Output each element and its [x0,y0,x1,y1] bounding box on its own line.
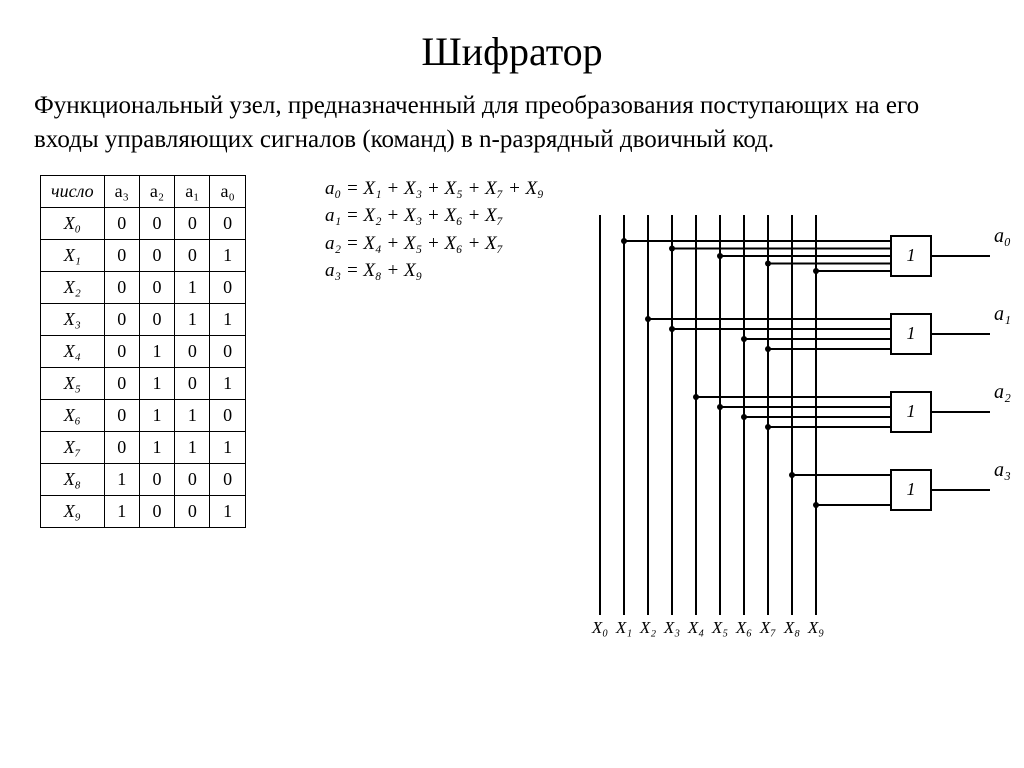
table-cell: 1 [175,271,210,303]
table-cell: 1 [210,367,245,399]
table-row-label: X₆ [41,399,105,431]
table-header-col: a₂ [139,175,174,207]
table-header-first: число [41,175,105,207]
table-row-label: X₈ [41,463,105,495]
output-label: a₂ [994,381,1011,404]
svg-text:X₉: X₉ [807,618,824,637]
table-cell: 0 [139,239,174,271]
equation-row: a₃ = X₈ + X₉ [325,257,544,285]
table-cell: 0 [104,303,139,335]
table-row-label: X₃ [41,303,105,335]
table-cell: 1 [139,399,174,431]
table-cell: 1 [104,495,139,527]
table-cell: 0 [139,207,174,239]
table-cell: 0 [210,463,245,495]
circuit-diagram: X₀ X₁ X₂ X₃ X₄ X₅ X₆ X₇ X₈ X₉ 1 a₀ 1 a₁ 1 a₂ 1 a₃ [570,215,1024,655]
page-title: Шифратор [30,28,994,75]
table-row: X₅0101 [41,367,246,399]
table-row: X₄0100 [41,335,246,367]
table-cell: 0 [104,399,139,431]
table-row: X₉1001 [41,495,246,527]
or-gate: 1 [890,235,932,277]
table-cell: 0 [139,495,174,527]
svg-text:X₆: X₆ [735,618,752,637]
table-cell: 1 [139,367,174,399]
table-cell: 0 [139,271,174,303]
table-header-col: a₀ [210,175,245,207]
table-header-col: a₃ [104,175,139,207]
table-cell: 1 [104,463,139,495]
table-cell: 0 [104,207,139,239]
table-cell: 1 [175,431,210,463]
table-cell: 0 [210,335,245,367]
truth-table: число a₃ a₂ a₁ a₀ X₀0000X₁0001X₂0010X₃00… [40,175,246,528]
table-row: X₆0110 [41,399,246,431]
output-label: a₃ [994,459,1011,482]
table-cell: 0 [175,463,210,495]
table-cell: 0 [210,207,245,239]
table-row-label: X₁ [41,239,105,271]
table-cell: 0 [175,495,210,527]
table-cell: 0 [210,271,245,303]
svg-text:X₃: X₃ [663,618,680,637]
table-cell: 0 [175,207,210,239]
or-gate: 1 [890,469,932,511]
table-cell: 0 [175,367,210,399]
equation-row: a₀ = X₁ + X₃ + X₅ + X₇ + X₉ [325,175,544,203]
table-cell: 0 [175,335,210,367]
svg-text:X₁: X₁ [615,618,632,637]
table-cell: 0 [210,399,245,431]
table-cell: 0 [104,367,139,399]
table-cell: 0 [104,239,139,271]
table-cell: 0 [104,335,139,367]
table-cell: 1 [210,239,245,271]
table-cell: 0 [139,463,174,495]
table-header-col: a₁ [175,175,210,207]
table-row: X₀0000 [41,207,246,239]
table-row-label: X₇ [41,431,105,463]
svg-text:X₇: X₇ [759,618,776,637]
table-row-label: X₂ [41,271,105,303]
or-gate: 1 [890,313,932,355]
table-cell: 1 [175,303,210,335]
table-row-label: X₄ [41,335,105,367]
table-cell: 1 [139,335,174,367]
output-label: a₀ [994,225,1011,248]
table-row-label: X₀ [41,207,105,239]
table-cell: 0 [139,303,174,335]
description-text: Функциональный узел, предназначенный для… [34,89,990,157]
equations-block: a₀ = X₁ + X₃ + X₅ + X₇ + X₉ a₁ = X₂ + X₃… [325,175,544,285]
table-row: X₃0011 [41,303,246,335]
table-row: X₇0111 [41,431,246,463]
table-cell: 1 [210,303,245,335]
table-row: X₈1000 [41,463,246,495]
svg-text:X₈: X₈ [783,618,800,637]
or-gate: 1 [890,391,932,433]
equation-row: a₂ = X₄ + X₅ + X₆ + X₇ [325,230,544,258]
equation-row: a₁ = X₂ + X₃ + X₆ + X₇ [325,202,544,230]
svg-text:X₀: X₀ [591,618,608,637]
output-label: a₁ [994,303,1011,326]
table-cell: 1 [139,431,174,463]
table-header-row: число a₃ a₂ a₁ a₀ [41,175,246,207]
table-cell: 1 [210,431,245,463]
table-row: X₂0010 [41,271,246,303]
table-cell: 0 [104,431,139,463]
svg-text:X₅: X₅ [711,618,728,637]
table-row-label: X₉ [41,495,105,527]
table-cell: 1 [175,399,210,431]
table-cell: 1 [210,495,245,527]
table-cell: 0 [104,271,139,303]
table-row-label: X₅ [41,367,105,399]
table-row: X₁0001 [41,239,246,271]
table-cell: 0 [175,239,210,271]
svg-text:X₄: X₄ [687,618,704,637]
svg-text:X₂: X₂ [639,618,656,637]
